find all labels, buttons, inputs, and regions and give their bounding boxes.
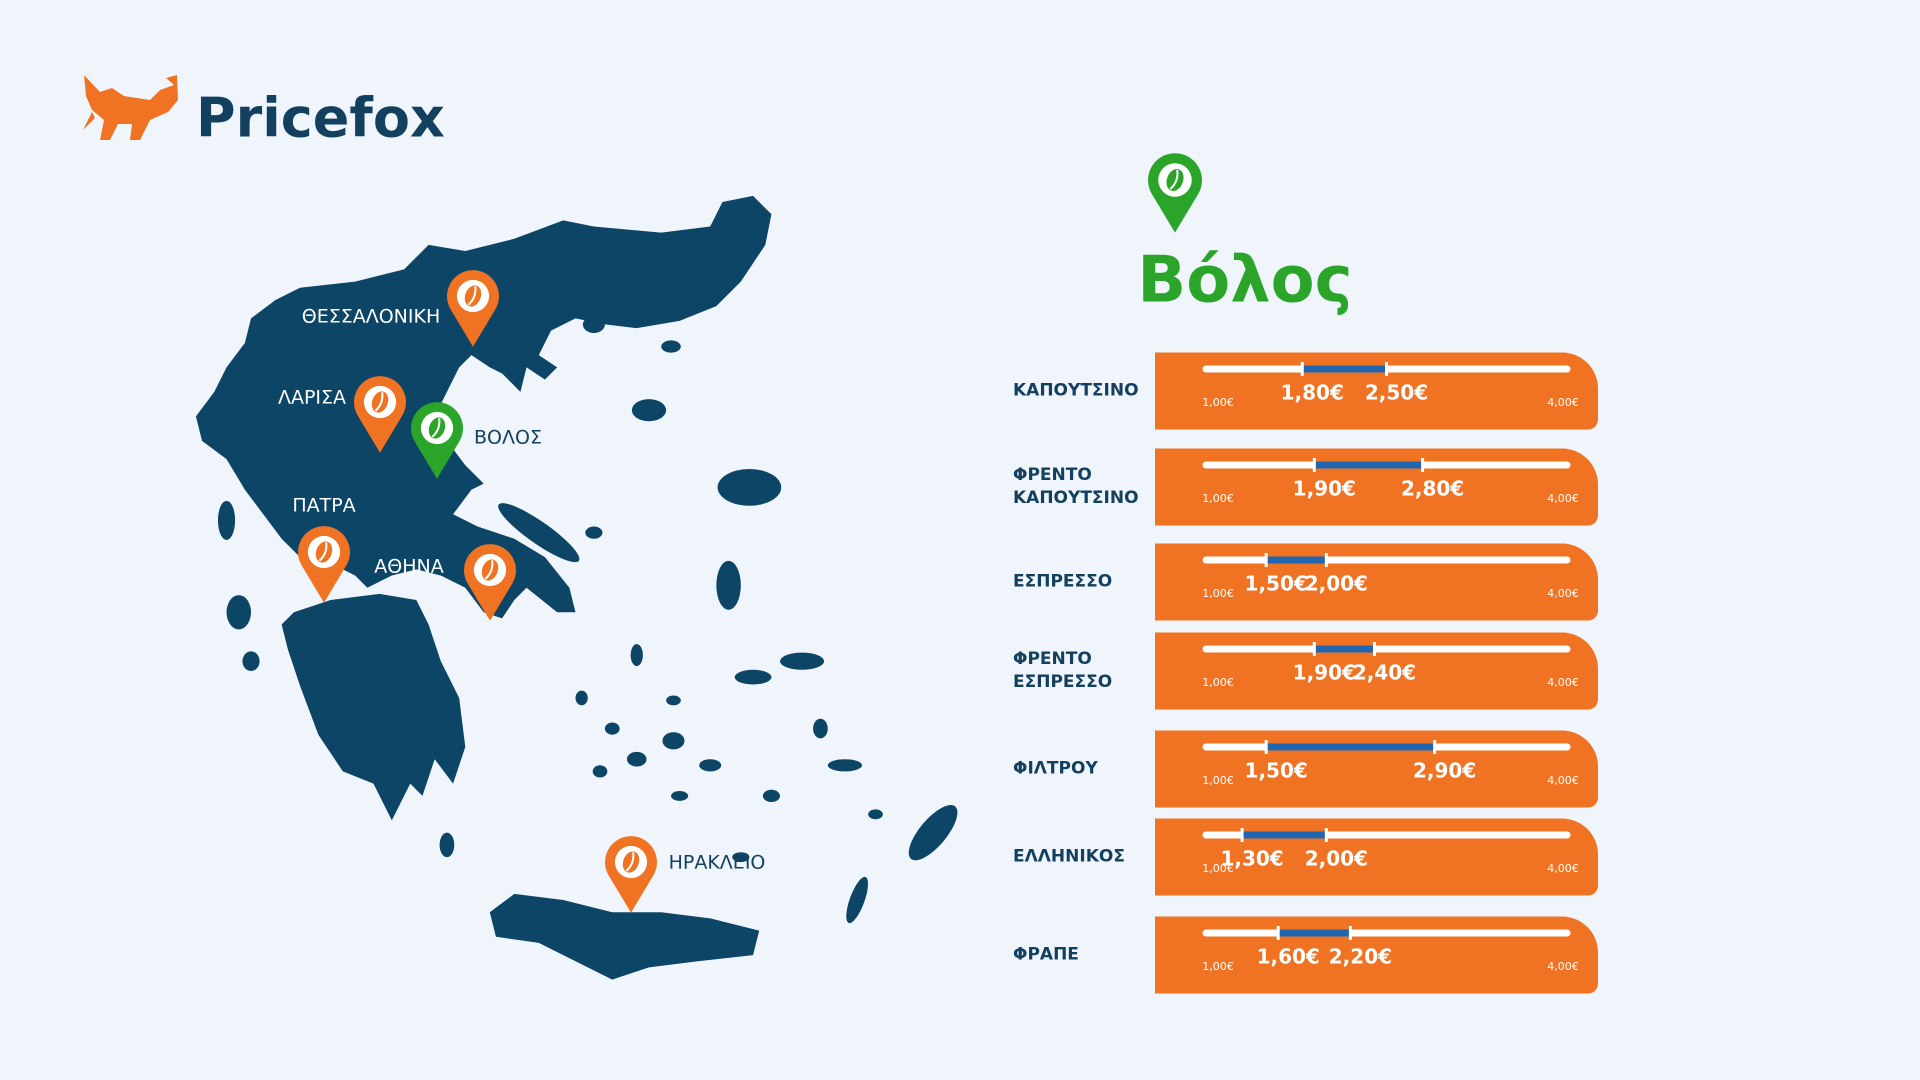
value-label: 2,00€ xyxy=(1305,847,1368,871)
map-pin xyxy=(298,526,351,603)
greece-map xyxy=(195,195,958,980)
x-tick-label: 1,00€ xyxy=(1202,774,1234,787)
value-label: 1,90€ xyxy=(1293,661,1356,685)
map-pin xyxy=(447,270,499,347)
value-label: 2,40€ xyxy=(1353,661,1416,685)
map-pin xyxy=(1148,153,1202,233)
category-label: ΕΛΛΗΝΙΚΟΣ xyxy=(1013,846,1125,867)
value-label: 2,00€ xyxy=(1305,572,1368,596)
map-pin xyxy=(411,402,464,479)
map-pin xyxy=(463,544,516,621)
x-tick-label: 1,00€ xyxy=(1202,676,1234,689)
bean-line xyxy=(318,542,328,562)
x-tick-label: 4,00€ xyxy=(1547,862,1579,875)
coffee-bean xyxy=(1166,168,1184,192)
value-label: 1,60€ xyxy=(1257,945,1320,969)
value-label: 1,30€ xyxy=(1220,847,1283,871)
x-tick-label: 4,00€ xyxy=(1547,396,1579,409)
bean-line xyxy=(374,392,384,412)
x-tick-label: 1,00€ xyxy=(1202,396,1234,409)
x-tick-label: 4,00€ xyxy=(1547,492,1579,505)
value-label: 2,50€ xyxy=(1365,381,1428,405)
x-tick-label: 1,00€ xyxy=(1202,862,1234,875)
coffee-bean xyxy=(428,417,446,439)
x-tick-label: 1,00€ xyxy=(1202,960,1234,973)
category-label: ΦΡΑΠΕ xyxy=(1013,944,1079,965)
city-label: ΛΑΡΙΣΑ xyxy=(278,387,346,409)
bean-line xyxy=(431,418,441,438)
value-label: 2,90€ xyxy=(1413,759,1476,783)
range-card xyxy=(1155,448,1598,526)
category-label: ΦΡΕΝΤΟ ΚΑΠΟΥΤΣΙΝΟ xyxy=(1013,465,1139,508)
value-label: 1,80€ xyxy=(1281,381,1344,405)
range-card xyxy=(1155,543,1598,621)
coffee-bean xyxy=(315,541,333,563)
city-label: ΗΡΑΚΛΕΙΟ xyxy=(669,852,766,874)
map-pin xyxy=(354,376,406,453)
category-label: ΕΣΠΡΕΣΣΟ xyxy=(1013,571,1113,592)
x-tick-label: 1,00€ xyxy=(1202,492,1234,505)
bean-line xyxy=(625,852,635,872)
chart-title: Βόλος xyxy=(1137,244,1352,318)
coffee-bean xyxy=(464,285,482,307)
logo-icon xyxy=(83,75,178,140)
city-label: ΑΘΗΝΑ xyxy=(374,556,443,578)
coffee-bean xyxy=(622,851,640,873)
city-label: ΒΟΛΟΣ xyxy=(474,427,542,449)
category-label: ΚΑΠΟΥΤΣΙΝΟ xyxy=(1013,380,1139,401)
bean-line xyxy=(467,286,477,306)
x-tick-label: 4,00€ xyxy=(1547,676,1579,689)
category-label: ΦΡΕΝΤΟ ΕΣΠΡΕΣΣΟ xyxy=(1013,649,1113,692)
value-label: 2,20€ xyxy=(1329,945,1392,969)
coffee-bean xyxy=(481,559,499,581)
city-label: ΘΕΣΣΑΛΟΝΙΚΗ xyxy=(302,306,440,328)
map-pin xyxy=(604,836,658,913)
x-tick-label: 4,00€ xyxy=(1547,774,1579,787)
x-tick-label: 4,00€ xyxy=(1547,587,1579,600)
range-card xyxy=(1155,730,1598,808)
coffee-bean xyxy=(371,391,389,413)
city-label: ΠΑΤΡΑ xyxy=(292,495,355,517)
bean-line xyxy=(484,560,494,580)
value-label: 2,80€ xyxy=(1401,477,1464,501)
brand-name: Pricefox xyxy=(196,87,445,150)
value-label: 1,50€ xyxy=(1245,759,1308,783)
x-tick-label: 1,00€ xyxy=(1202,587,1234,600)
bean-line xyxy=(1169,169,1179,190)
value-label: 1,50€ xyxy=(1245,572,1308,596)
x-tick-label: 4,00€ xyxy=(1547,960,1579,973)
value-label: 1,90€ xyxy=(1293,477,1356,501)
category-label: ΦΙΛΤΡΟΥ xyxy=(1013,758,1098,779)
